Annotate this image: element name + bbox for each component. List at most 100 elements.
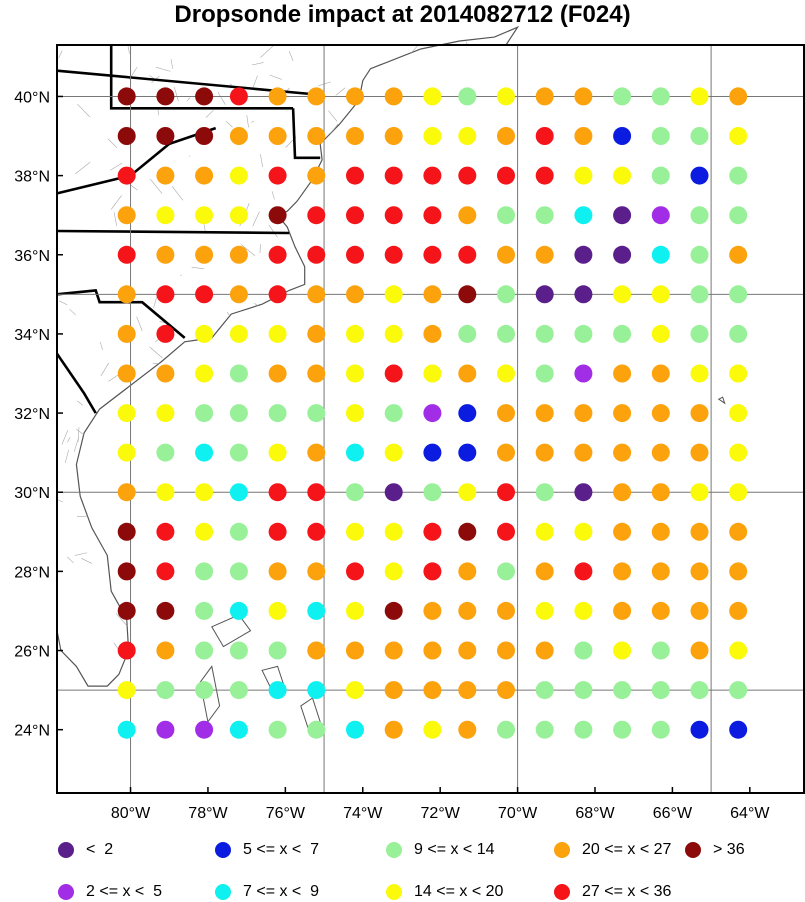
- impact-dot: [307, 127, 325, 145]
- impact-dot: [691, 87, 709, 105]
- impact-dot: [497, 523, 515, 541]
- impact-dot: [497, 206, 515, 224]
- impact-dot: [652, 444, 670, 462]
- impact-dot: [230, 206, 248, 224]
- impact-dot: [118, 206, 136, 224]
- impact-dot: [613, 642, 631, 660]
- impact-dot: [118, 523, 136, 541]
- latitude-label: 40°N: [14, 89, 50, 106]
- impact-dot: [497, 602, 515, 620]
- impact-dot: [458, 285, 476, 303]
- impact-dot: [574, 246, 592, 264]
- impact-dot: [729, 404, 747, 422]
- impact-dot: [613, 246, 631, 264]
- impact-dot: [118, 285, 136, 303]
- impact-dot: [652, 404, 670, 422]
- impact-dot: [195, 444, 213, 462]
- impact-dot: [307, 562, 325, 580]
- impact-dot: [118, 167, 136, 185]
- impact-dot: [613, 127, 631, 145]
- impact-dot: [269, 285, 287, 303]
- impact-dot: [652, 167, 670, 185]
- impact-dot: [458, 404, 476, 422]
- island: [719, 397, 725, 403]
- impact-dot: [307, 325, 325, 343]
- impact-dot: [497, 87, 515, 105]
- impact-dot: [613, 483, 631, 501]
- impact-dot: [458, 325, 476, 343]
- impact-dot: [423, 444, 441, 462]
- impact-dot: [458, 206, 476, 224]
- impact-dot: [346, 246, 364, 264]
- impact-dot: [729, 127, 747, 145]
- impact-dot: [269, 206, 287, 224]
- impact-dot: [613, 404, 631, 422]
- longitude-label: 72°W: [421, 805, 461, 822]
- impact-dot: [346, 365, 364, 383]
- impact-dot: [536, 365, 554, 383]
- impact-dot: [458, 642, 476, 660]
- impact-dot: [574, 681, 592, 699]
- impact-dot: [269, 721, 287, 739]
- impact-dot: [458, 246, 476, 264]
- impact-dot: [458, 444, 476, 462]
- impact-dot: [729, 562, 747, 580]
- impact-dot: [729, 167, 747, 185]
- impact-dot: [269, 523, 287, 541]
- impact-dot: [346, 167, 364, 185]
- impact-dot: [497, 365, 515, 383]
- impact-dot: [423, 206, 441, 224]
- impact-dot: [536, 206, 554, 224]
- impact-dot: [574, 325, 592, 343]
- impact-dot: [691, 325, 709, 343]
- impact-dot: [156, 87, 174, 105]
- impact-dot: [118, 562, 136, 580]
- impact-dot: [691, 206, 709, 224]
- impact-dot: [458, 681, 476, 699]
- impact-dot: [118, 642, 136, 660]
- impact-dot: [118, 87, 136, 105]
- impact-dot: [729, 721, 747, 739]
- impact-dot: [195, 246, 213, 264]
- impact-dot: [652, 642, 670, 660]
- impact-dot: [269, 483, 287, 501]
- impact-dot: [497, 562, 515, 580]
- impact-dot: [691, 285, 709, 303]
- impact-dot: [230, 246, 248, 264]
- impact-dot: [195, 365, 213, 383]
- impact-dot: [423, 325, 441, 343]
- impact-dot: [269, 444, 287, 462]
- impact-dot: [230, 365, 248, 383]
- impact-dot: [156, 206, 174, 224]
- impact-dot: [346, 562, 364, 580]
- longitude-label: 68°W: [575, 805, 615, 822]
- impact-dot: [613, 602, 631, 620]
- longitude-label: 64°W: [730, 805, 770, 822]
- impact-dot: [652, 483, 670, 501]
- impact-dot: [536, 523, 554, 541]
- impact-dot: [691, 444, 709, 462]
- impact-dot: [652, 285, 670, 303]
- impact-dot: [729, 365, 747, 383]
- impact-dot: [195, 167, 213, 185]
- impact-dot: [729, 325, 747, 343]
- impact-dot: [307, 642, 325, 660]
- impact-dot: [118, 365, 136, 383]
- impact-dot: [458, 365, 476, 383]
- impact-dot: [385, 87, 403, 105]
- impact-dot: [652, 523, 670, 541]
- impact-dot: [118, 404, 136, 422]
- impact-dot: [574, 523, 592, 541]
- impact-dot: [156, 444, 174, 462]
- impact-dot: [497, 285, 515, 303]
- impact-dot: [385, 562, 403, 580]
- impact-dot: [118, 444, 136, 462]
- latitude-label: 28°N: [14, 564, 50, 581]
- impact-dot: [574, 87, 592, 105]
- impact-dot: [230, 602, 248, 620]
- impact-dot: [156, 602, 174, 620]
- impact-dot: [729, 483, 747, 501]
- impact-dot: [195, 642, 213, 660]
- impact-dot: [497, 127, 515, 145]
- impact-dot: [536, 127, 554, 145]
